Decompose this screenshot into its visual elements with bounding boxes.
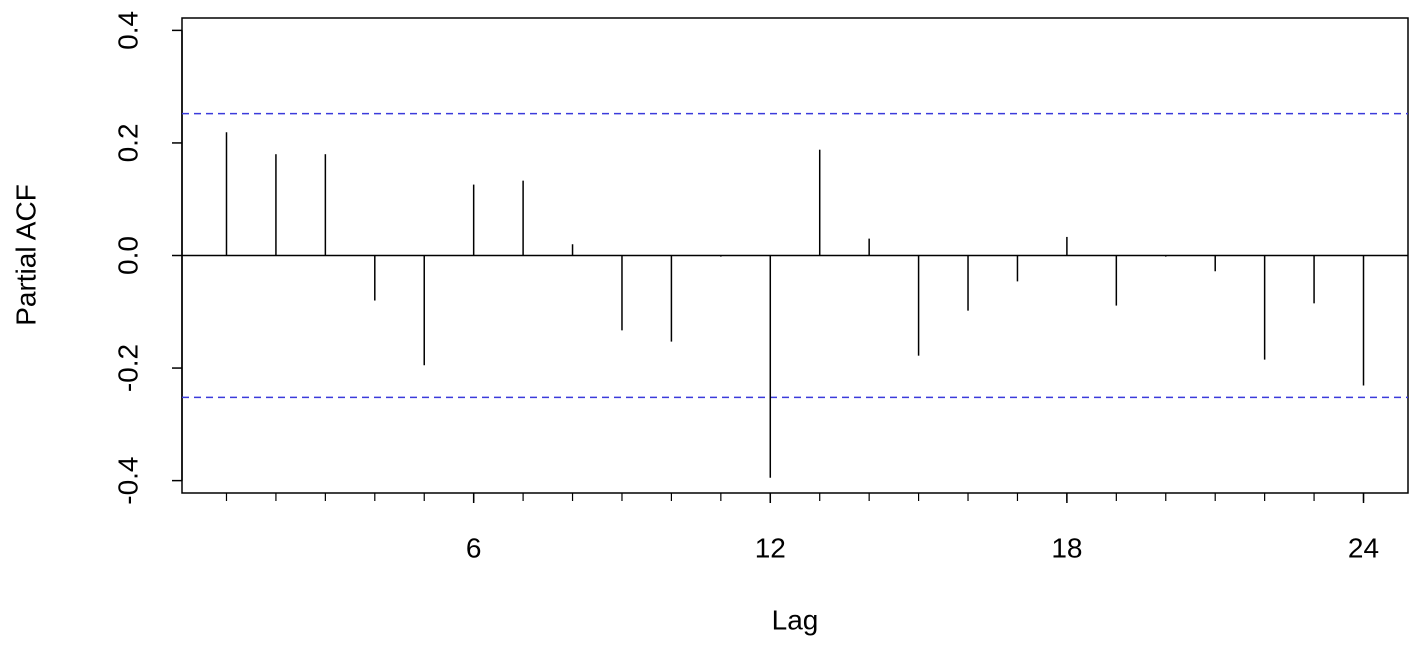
- y-tick-label: -0.2: [112, 344, 143, 392]
- y-axis-label: Partial ACF: [10, 184, 41, 326]
- y-tick-label: -0.4: [112, 456, 143, 504]
- y-tick-label: 0.0: [112, 236, 143, 275]
- x-tick-label: 18: [1051, 532, 1082, 563]
- y-tick-label: 0.4: [112, 11, 143, 50]
- x-tick-label: 24: [1348, 532, 1379, 563]
- x-tick-label: 6: [466, 532, 482, 563]
- x-tick-label: 12: [755, 532, 786, 563]
- y-tick-label: 0.2: [112, 123, 143, 162]
- x-axis-label: Lag: [772, 604, 819, 635]
